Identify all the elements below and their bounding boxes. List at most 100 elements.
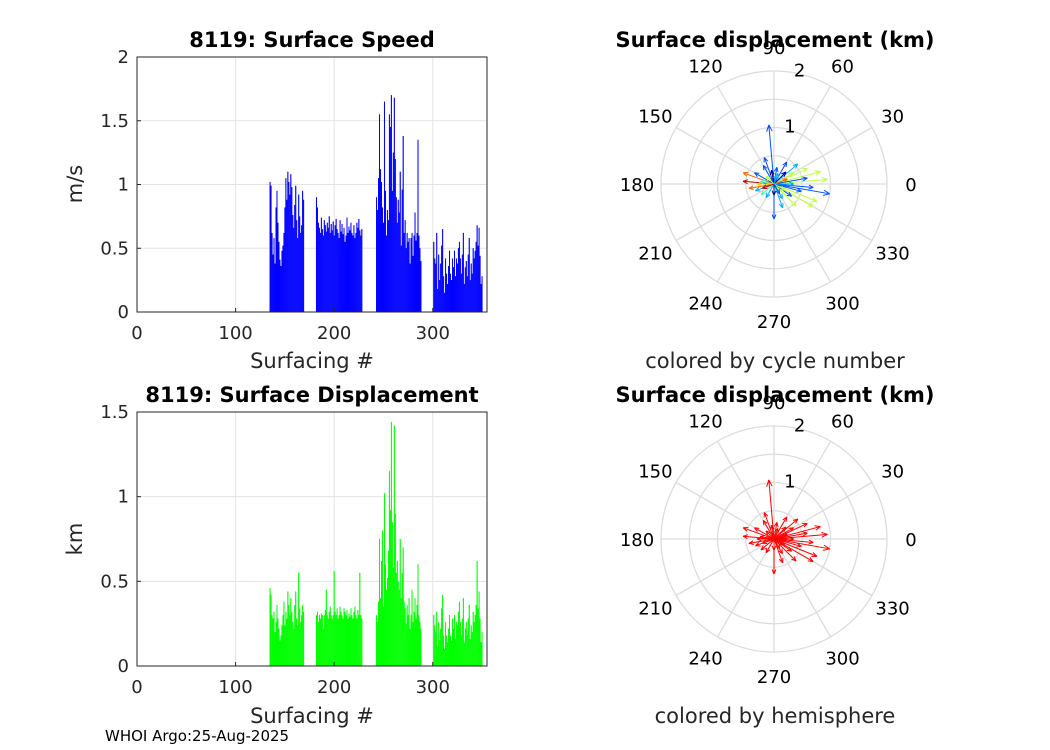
compass-hemisphere-arrowhead (795, 518, 799, 524)
compass-hemisphere-angle-label: 60 (831, 411, 854, 432)
compass-hemisphere-arrow (773, 516, 788, 540)
compass-hemisphere-arrowhead (759, 536, 765, 540)
compass-hemisphere-spoke (773, 538, 832, 638)
compass-cycle-arrowhead (760, 190, 764, 196)
compass-cycle-angle-label: 60 (831, 56, 854, 77)
compass-hemisphere-arrowhead (765, 530, 769, 536)
compass-hemisphere-arrow (773, 538, 781, 550)
compass-hemisphere-arrow (773, 538, 786, 546)
compass-hemisphere-arrowhead (756, 538, 762, 542)
compass-cycle-angle-label: 240 (688, 294, 722, 315)
displacement-ytick-label: 0 (118, 656, 129, 677)
displacement-ylabel: km (63, 523, 87, 556)
compass-hemisphere-arrowhead (803, 523, 808, 528)
compass-cycle-arrowhead (788, 183, 794, 187)
compass-cycle-arrow (773, 173, 779, 185)
compass-hemisphere-arrow (768, 479, 775, 540)
compass-cycle-arrowhead (773, 214, 777, 220)
compass-cycle-arrowhead (821, 176, 828, 180)
compass-hemisphere-arrowhead (762, 520, 768, 524)
compass-cycle-arrowhead (788, 172, 794, 174)
compass-cycle-caption: colored by cycle number (645, 349, 905, 373)
compass-hemisphere-arrowhead (765, 530, 771, 534)
compass-hemisphere-arrowhead (802, 532, 808, 537)
compass-cycle-arrow (768, 124, 775, 185)
compass-hemisphere-arrow (773, 526, 787, 540)
compass-hemisphere-arrowhead (773, 522, 778, 527)
compass-hemisphere-arrows (742, 479, 830, 575)
compass-cycle-arrowhead (774, 173, 779, 178)
compass-hemisphere-arrowhead (821, 531, 828, 535)
compass-hemisphere-arrow (773, 528, 779, 540)
compass-hemisphere-arrowhead (812, 552, 818, 557)
compass-cycle-spoke (716, 183, 775, 283)
compass-cycle-arrowhead (765, 194, 771, 199)
compass-hemisphere-arrow (771, 525, 775, 540)
compass-hemisphere-arrowhead (788, 538, 794, 542)
compass-cycle-angle-label: 210 (638, 244, 672, 265)
speed-title: 8119: Surface Speed (189, 28, 435, 52)
compass-cycle-angle-label: 0 (905, 175, 916, 196)
compass-hemisphere-caption: colored by hemisphere (655, 704, 896, 728)
compass-cycle-arrow (743, 172, 775, 185)
compass-hemisphere-arrow (773, 533, 788, 540)
displacement-xtick-label: 200 (317, 677, 351, 698)
compass-hemisphere-arrowhead (808, 541, 814, 545)
displacement-xtick-label: 100 (218, 677, 252, 698)
compass-hemisphere-arrowhead (771, 569, 775, 575)
compass-cycle-arrow (773, 171, 787, 185)
speed-bars (269, 95, 483, 313)
compass-cycle-arrowhead (754, 172, 760, 174)
displacement-ytick-label: 1.5 (100, 402, 129, 423)
compass-hemisphere-arrowhead (778, 550, 783, 555)
compass-cycle-title: Surface displacement (km) (615, 28, 934, 52)
displacement-axes-frame (136, 411, 488, 667)
compass-hemisphere-arrowhead (765, 549, 771, 554)
compass-cycle-arrowhead (815, 171, 821, 176)
compass-cycle-arrow (765, 183, 775, 198)
compass-hemisphere-arrowhead (771, 524, 775, 530)
compass-hemisphere-arrowhead (781, 526, 787, 530)
compass-cycle-arrowhead (807, 205, 814, 208)
compass-cycle-arrowhead (788, 191, 793, 197)
compass-hemisphere-arrowhead (766, 479, 770, 487)
compass-cycle-arrow (773, 183, 830, 195)
compass-cycle-arrowhead (768, 124, 773, 132)
compass-hemisphere-arrow (765, 538, 775, 553)
compass-hemisphere-arrowhead (779, 544, 785, 546)
compass-cycle-arrowhead (762, 165, 768, 169)
compass-cycle-arrowhead (786, 194, 792, 197)
compass-cycle-arrowhead (823, 189, 830, 195)
compass-hemisphere-arrowhead (760, 545, 764, 551)
compass-cycle-arrow (773, 171, 821, 185)
compass-hemisphere-arrowhead (769, 524, 773, 531)
compass-cycle-arrowhead (760, 192, 766, 196)
compass-hemisphere-arrowhead (774, 528, 779, 533)
speed-xtick-label: 0 (131, 323, 142, 344)
compass-hemisphere-arrowhead (775, 545, 780, 550)
compass-hemisphere-arrowhead (742, 527, 748, 532)
compass-cycle-arrowhead (775, 190, 780, 195)
compass-hemisphere-arrowhead (763, 512, 769, 517)
speed-x-ticks: 0 100 200 300 (131, 308, 450, 344)
displacement-xtick-label: 300 (416, 677, 450, 698)
compass-hemisphere-arrowhead (754, 527, 758, 532)
compass-hemisphere-arrowhead (771, 545, 775, 551)
compass-hemisphere-arrowhead (783, 526, 787, 532)
speed-ylabel: m/s (63, 165, 87, 203)
compass-hemisphere-angle-label: 240 (688, 649, 722, 670)
compass-cycle-arrowhead (783, 171, 787, 177)
footer-credit: WHOI Argo:25-Aug-2025 (105, 727, 289, 745)
compass-cycle-arrowhead (762, 165, 765, 171)
speed-ytick-label: 2 (118, 47, 129, 68)
compass-hemisphere-arrowhead (783, 533, 788, 538)
compass-hemisphere-arrowhead (782, 516, 788, 521)
compass-cycle-arrowhead (778, 188, 781, 194)
compass-cycle-arrowhead (778, 195, 783, 200)
compass-hemisphere-arrow (773, 527, 794, 540)
compass-cycle-arrowhead (812, 197, 818, 202)
compass-hemisphere-arrow (773, 538, 818, 557)
compass-hemisphere-arrowhead (748, 540, 754, 544)
compass-cycle-arrowhead (781, 185, 786, 191)
compass-cycle-arrowhead (769, 169, 773, 176)
